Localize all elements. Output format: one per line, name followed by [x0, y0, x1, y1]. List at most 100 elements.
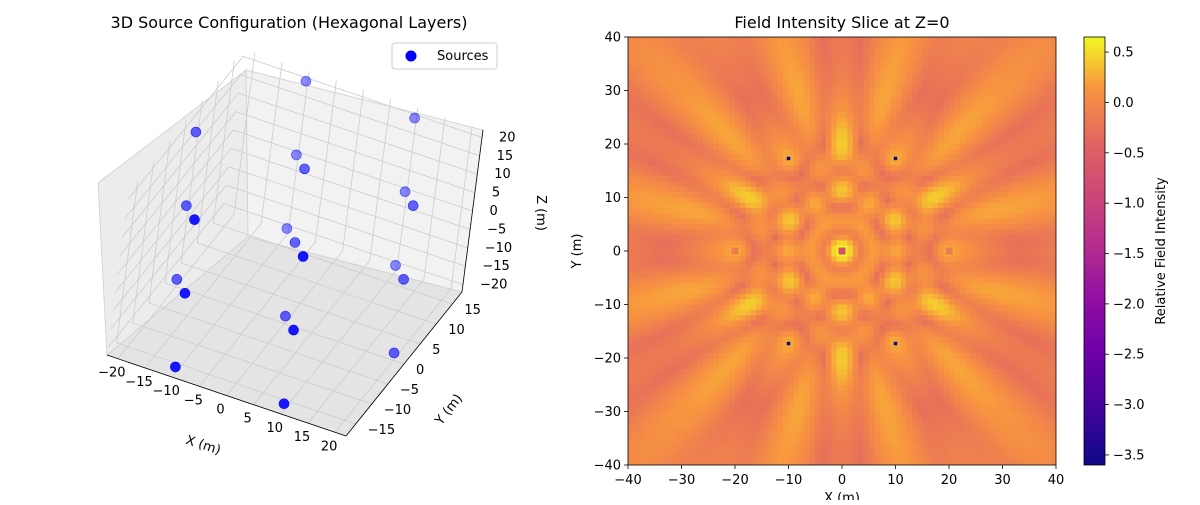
heatmap-cell [991, 272, 998, 279]
heatmap-cell [649, 251, 656, 257]
heatmap-cell [1007, 165, 1014, 172]
heatmap-cell [847, 79, 854, 86]
heatmap-cell [970, 160, 977, 166]
heatmap-cell [724, 358, 731, 364]
heatmap-cell [884, 63, 891, 70]
heatmap-cell [633, 170, 640, 177]
heatmap-cell [788, 325, 795, 332]
heatmap-cell [943, 325, 950, 332]
heatmap-cell [670, 170, 677, 177]
heatmap-cell [729, 309, 736, 316]
heatmap-cell [718, 347, 725, 354]
heatmap-cell [633, 106, 640, 113]
heatmap-cell [879, 74, 886, 81]
heatmap-cell [825, 202, 832, 209]
heatmap-cell [638, 117, 645, 123]
heatmap-cell [660, 245, 666, 252]
heatmap-cell [959, 256, 966, 263]
heatmap-cell [644, 192, 650, 198]
heatmap-cell [986, 293, 993, 300]
heatmap-cell [804, 192, 811, 198]
heatmap-cell [633, 325, 640, 332]
heatmap-cell [847, 117, 854, 123]
heatmap-cell [670, 181, 677, 188]
heatmap-cell [890, 122, 896, 129]
heatmap-cell [788, 165, 795, 172]
heatmap-cell [676, 309, 682, 316]
heatmap-cell [997, 47, 1003, 54]
heatmap-cell [804, 261, 811, 268]
heatmap-cell [772, 358, 779, 364]
heatmap-cell [676, 85, 682, 91]
heatmap-cell [836, 95, 843, 102]
heatmap-cell [895, 165, 902, 172]
heatmap-cell [911, 202, 918, 209]
heatmap-cell [761, 218, 768, 225]
heatmap-cell [793, 149, 800, 156]
heatmap-cell [702, 213, 709, 220]
heatmap-cell [772, 336, 779, 343]
heatmap-cell [777, 202, 784, 209]
heatmap-cell [932, 299, 939, 305]
heatmap-cell [932, 133, 939, 140]
heatmap-cell [900, 101, 907, 107]
heatmap-cell [1023, 240, 1030, 247]
heatmap-cell [756, 229, 763, 236]
heatmap-cell [654, 47, 661, 54]
heatmap-cell [1018, 90, 1025, 97]
heatmap-cell [874, 176, 880, 182]
heatmap-cell [756, 213, 763, 220]
heatmap-cell [756, 245, 763, 252]
heatmap-cell [868, 240, 875, 247]
heatmap-cell [718, 213, 725, 220]
heatmap-cell [713, 63, 720, 70]
heatmap-cell [991, 331, 998, 337]
heatmap-cell [777, 79, 784, 86]
heatmap-cell [761, 47, 768, 54]
heatmap-cell [932, 315, 939, 321]
heatmap-cell [970, 309, 977, 316]
heatmap-cell [740, 58, 747, 65]
heatmap-cell [729, 208, 736, 214]
heatmap-cell [954, 74, 961, 81]
heatmap-cell [965, 154, 971, 161]
z-tick-label: 0 [490, 204, 498, 219]
heatmap-cell [702, 192, 709, 198]
heatmap-cell [735, 58, 741, 65]
heatmap-cell [783, 224, 789, 230]
heatmap-cell [804, 347, 811, 354]
heatmap-cell [633, 63, 640, 70]
heatmap-cell [965, 181, 971, 188]
heatmap-cell [1018, 149, 1025, 156]
heatmap-cell [809, 53, 816, 59]
heatmap-cell [751, 95, 757, 102]
heatmap-cell [783, 186, 789, 193]
heatmap-cell [1029, 111, 1035, 118]
heatmap-cell [702, 202, 709, 209]
heatmap-cell [890, 176, 896, 182]
heatmap-cell [761, 358, 768, 364]
heatmap-cell [767, 165, 773, 172]
scatter-point [398, 274, 409, 285]
heatmap-cell [772, 63, 779, 70]
heatmap-cell [633, 245, 640, 252]
heatmap-cell [788, 320, 795, 327]
heatmap-cell [900, 69, 907, 75]
heatmap-cell [949, 53, 955, 59]
heatmap-cell [991, 267, 998, 273]
heatmap-cell [1013, 224, 1019, 230]
heatmap-cell [938, 325, 945, 332]
heatmap-cell [654, 272, 661, 279]
heatmap-cell [788, 42, 795, 49]
heatmap-cell [965, 197, 971, 204]
heatmap-cell [895, 37, 902, 43]
heatmap-cell [922, 90, 928, 97]
heatmap-cell [729, 320, 736, 327]
heatmap-cell [713, 90, 720, 97]
heatmap-cell [831, 149, 838, 156]
heatmap-cell [911, 165, 918, 172]
heatmap-cell [777, 309, 784, 316]
heatmap-cell [772, 53, 779, 59]
heatmap-cell [772, 197, 779, 204]
heatmap-cell [927, 341, 934, 348]
